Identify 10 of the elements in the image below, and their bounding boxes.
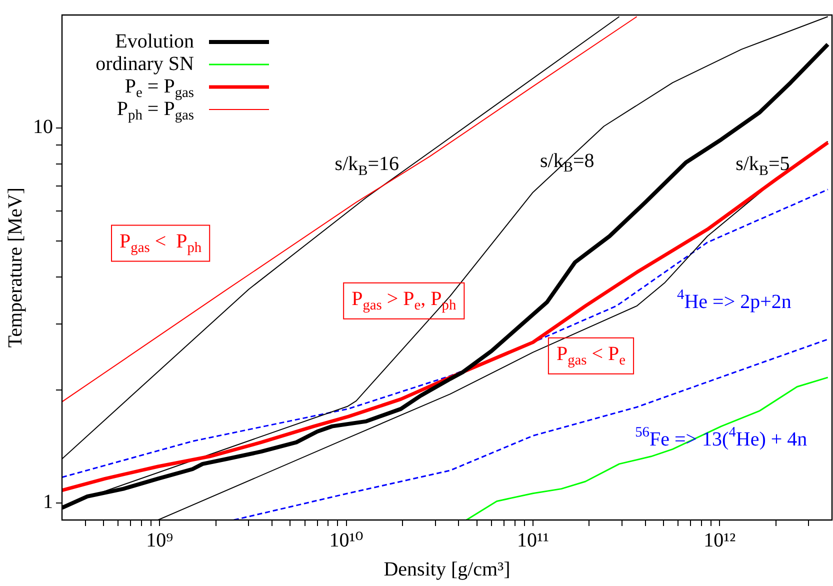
y-axis-title: Temperature [MeV] bbox=[4, 187, 26, 348]
legend-label: ordinary SN bbox=[96, 52, 194, 75]
x-tick-label: 10¹² bbox=[704, 529, 736, 552]
legend-label: Evolution bbox=[115, 30, 194, 52]
y-tick-label: 10 bbox=[33, 116, 53, 138]
x-axis-title: Density [g/cm³] bbox=[384, 558, 510, 580]
x-tick-label: 10⁹ bbox=[146, 529, 174, 552]
x-tick-label: 10¹⁰ bbox=[329, 529, 364, 552]
x-tick-label: 10¹¹ bbox=[516, 529, 549, 552]
y-tick-label: 1 bbox=[43, 491, 53, 514]
